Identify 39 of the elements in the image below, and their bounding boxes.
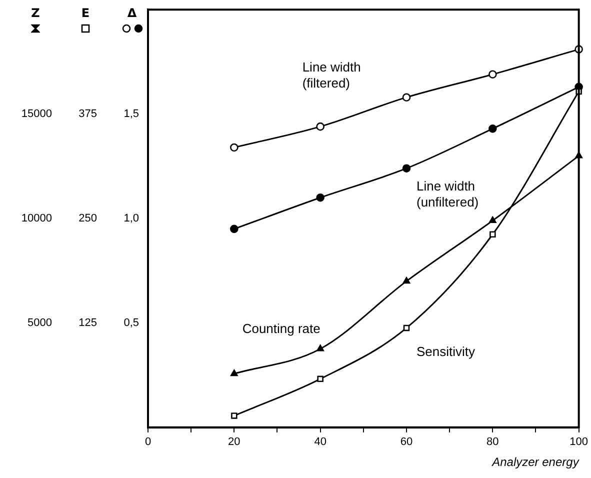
y3-tick-label: 15000 [21,108,52,120]
point [402,93,411,102]
x-tick-label: 80 [486,436,499,448]
point [230,370,238,376]
series-label: Line width (unfiltered) [416,178,479,210]
y2-tick-label: 375 [78,108,97,120]
y2-tick-label: 250 [78,212,97,225]
point [403,324,410,332]
x-tick-label: 40 [314,436,326,448]
point [488,124,497,133]
x-tick-label: 20 [228,436,240,448]
x-tick-label: 100 [570,436,588,448]
point [230,224,238,234]
point [230,143,238,152]
point [488,70,497,79]
y3-tick-label: 5000 [28,316,52,329]
point [316,193,324,202]
series-label: Sensitivity [416,344,476,359]
x-tick-label: 60 [400,436,413,448]
y-axis-title: Δ [126,6,138,20]
series-label: Counting rate [242,320,320,336]
point [316,344,324,352]
x-axis-title: Analyzer energy [491,455,580,470]
y-tick-label: 1,0 [124,212,139,225]
point [316,122,324,131]
y-tick-label: 1,5 [124,108,139,120]
point [402,164,411,173]
y2-axis-title: E [80,6,91,20]
series-label: Line width (filtered) [302,60,361,91]
point [231,412,238,419]
y3-tick-label: 10000 [21,212,52,225]
y2-tick-label: 125 [78,316,97,329]
x-tick-label: 0 [144,436,152,448]
y3-axis-title: Z [30,6,41,20]
point [490,231,496,238]
y-tick-label: 0,5 [124,316,139,329]
point [402,277,410,284]
point [317,376,324,382]
point [488,216,496,223]
